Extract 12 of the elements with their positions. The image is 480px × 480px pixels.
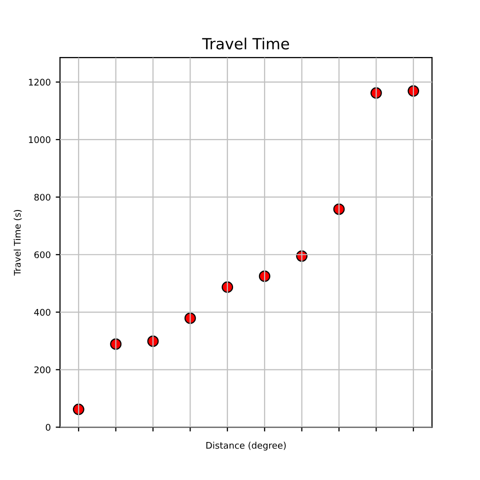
- y-axis-title: Travel Time (s): [14, 210, 22, 276]
- point: [222, 281, 234, 293]
- y-tick-label: 200: [34, 366, 50, 374]
- y-tick-label: 0: [46, 424, 50, 431]
- y-tick-label: 1000: [28, 136, 50, 144]
- y-tick-label: 400: [34, 308, 50, 316]
- chart-title: Travel Time: [202, 38, 290, 50]
- y-tick-label: 600: [34, 251, 50, 258]
- x-axis-title: Distance (degree): [206, 442, 286, 451]
- y-tick-label: 1200: [28, 78, 50, 86]
- y-tick-label: 800: [34, 194, 50, 201]
- point: [72, 404, 84, 416]
